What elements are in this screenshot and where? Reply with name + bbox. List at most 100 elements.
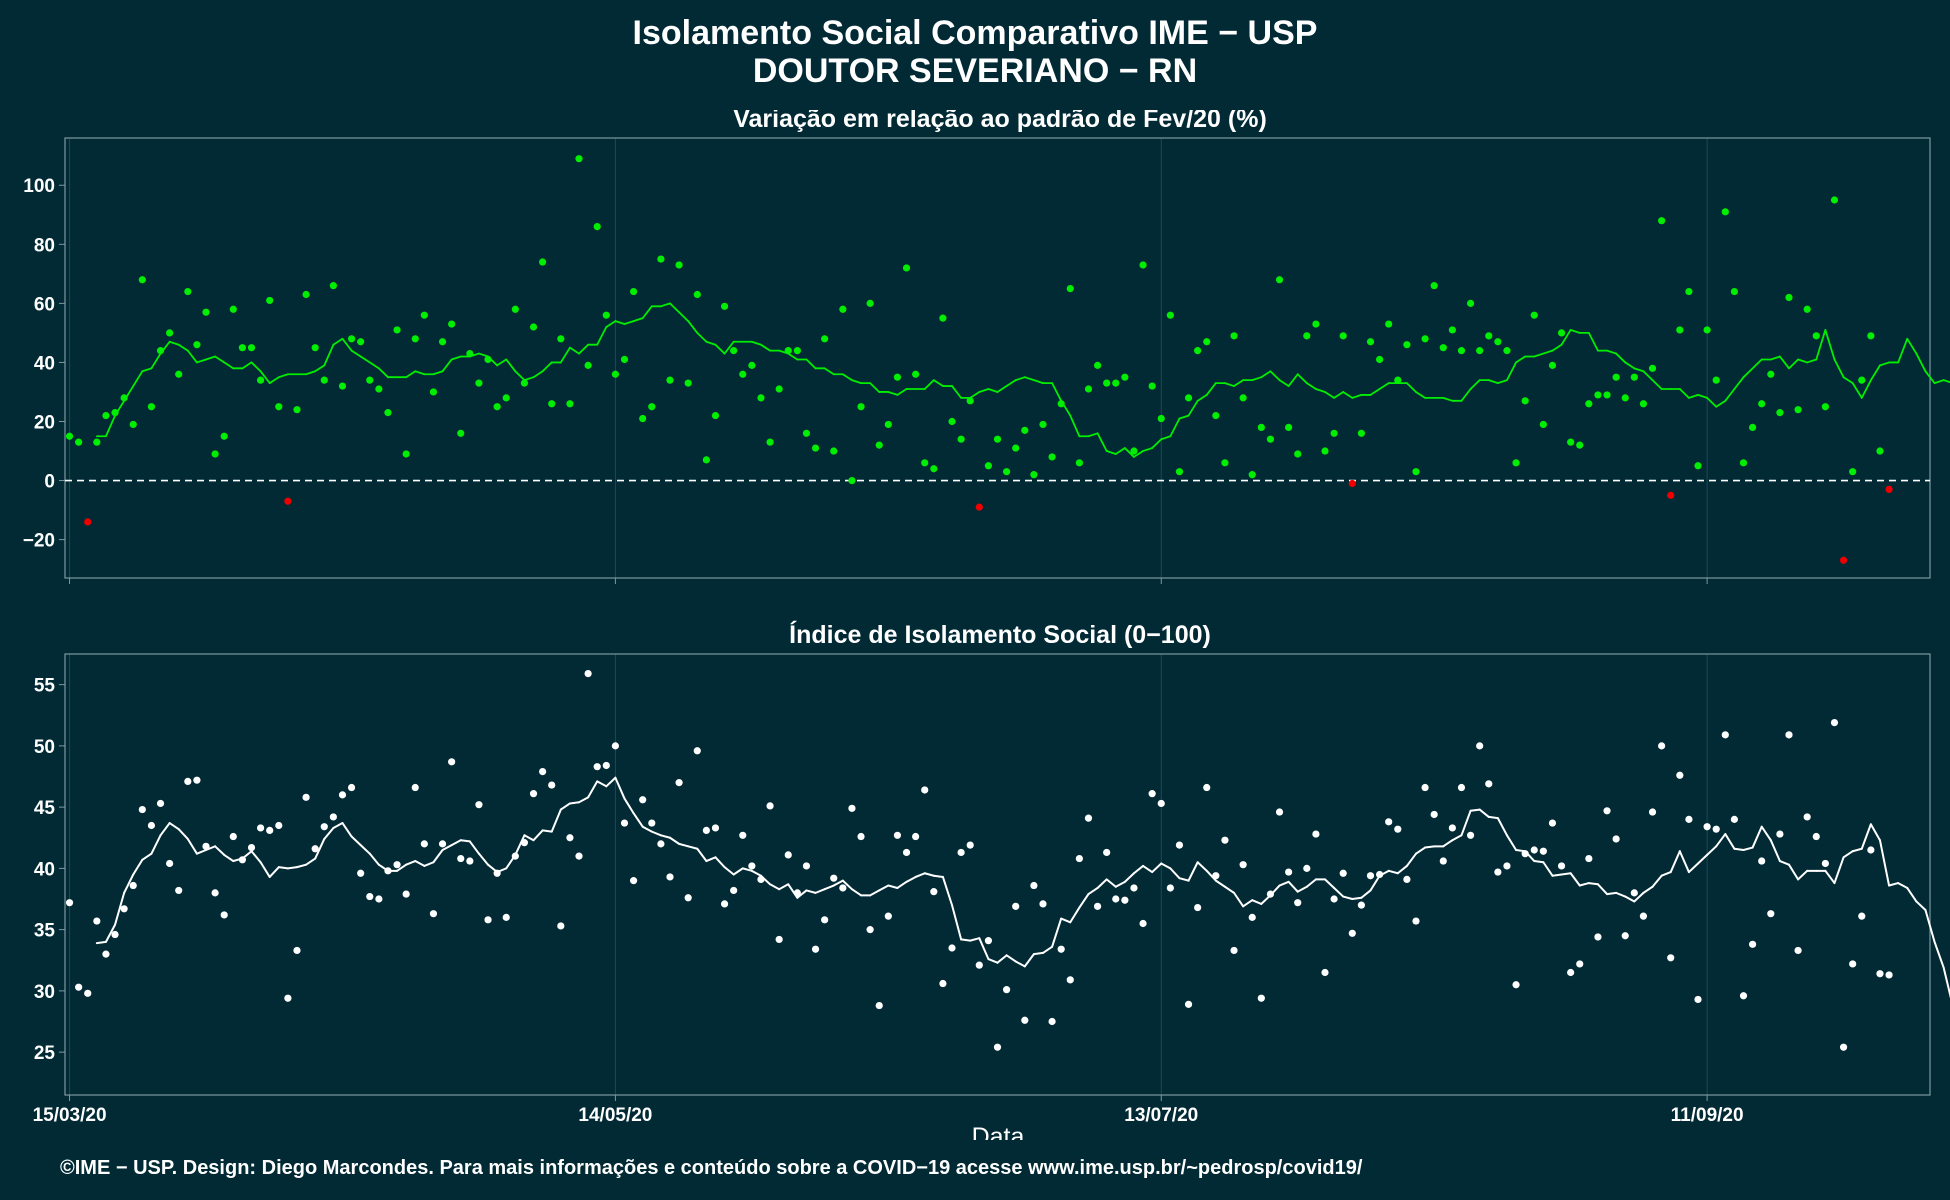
data-point bbox=[821, 916, 829, 924]
data-point bbox=[457, 854, 465, 863]
moving-average-segment bbox=[1797, 869, 1809, 881]
moving-average-segment bbox=[1915, 900, 1927, 912]
data-point bbox=[402, 450, 410, 458]
moving-average-segment bbox=[332, 337, 344, 346]
moving-average-segment bbox=[1451, 834, 1463, 842]
moving-average-segment bbox=[805, 358, 817, 370]
moving-average-segment bbox=[277, 373, 289, 379]
moving-average-segment bbox=[1233, 891, 1245, 908]
data-point bbox=[811, 945, 820, 953]
moving-average-segment bbox=[114, 891, 126, 926]
moving-average-segment bbox=[550, 808, 562, 833]
y-tick-label: 20 bbox=[34, 412, 55, 433]
data-point bbox=[393, 861, 401, 869]
data-point bbox=[1639, 912, 1648, 920]
data-point bbox=[1858, 912, 1866, 920]
data-point bbox=[720, 900, 729, 908]
data-point bbox=[1758, 400, 1766, 408]
moving-average-segment bbox=[905, 875, 917, 883]
moving-average-segment bbox=[377, 367, 389, 379]
x-tick-label: 11/09/20 bbox=[1671, 588, 1744, 590]
moving-average-segment bbox=[468, 840, 480, 855]
data-point bbox=[948, 944, 956, 952]
data-point bbox=[802, 429, 811, 437]
data-point bbox=[1721, 208, 1729, 216]
data-point bbox=[1476, 742, 1484, 750]
data-point bbox=[502, 913, 510, 921]
data-point bbox=[1230, 946, 1238, 955]
moving-average-segment bbox=[1251, 899, 1263, 905]
data-point bbox=[1721, 731, 1729, 739]
data-point bbox=[657, 255, 665, 263]
data-point bbox=[1130, 447, 1138, 455]
data-point bbox=[912, 832, 920, 841]
moving-average-segment bbox=[1014, 960, 1026, 968]
moving-average-segment bbox=[1114, 880, 1126, 888]
data-point bbox=[302, 793, 310, 801]
data-point bbox=[102, 411, 110, 420]
moving-average-segment bbox=[960, 938, 972, 942]
moving-average-segment bbox=[869, 889, 881, 897]
y-tick-label: 0 bbox=[44, 472, 55, 493]
moving-average-segment bbox=[969, 937, 981, 942]
data-point bbox=[1530, 311, 1538, 319]
isolation-index-panel: Índice de Isolamento Social (0−100) 25 30 3… bbox=[33, 620, 1950, 1140]
moving-average-segment bbox=[95, 940, 107, 945]
data-point bbox=[1658, 742, 1666, 750]
moving-average-segment bbox=[1233, 379, 1245, 387]
moving-average-segment bbox=[851, 379, 862, 385]
moving-average-segment bbox=[1542, 861, 1554, 877]
moving-average-segment bbox=[623, 797, 635, 815]
data-point bbox=[1667, 491, 1675, 499]
data-point bbox=[1093, 902, 1102, 910]
data-point bbox=[1075, 459, 1083, 467]
moving-average-segment bbox=[1697, 853, 1709, 865]
data-point bbox=[438, 338, 447, 346]
moving-average-segment bbox=[350, 835, 362, 847]
moving-average-segment bbox=[350, 349, 362, 358]
data-point bbox=[475, 379, 483, 387]
moving-average-segment bbox=[841, 879, 853, 891]
data-point bbox=[984, 462, 993, 470]
data-point bbox=[1112, 379, 1120, 387]
moving-average-segment bbox=[477, 852, 490, 866]
data-point bbox=[320, 376, 328, 384]
data-point bbox=[247, 843, 256, 852]
data-point bbox=[1093, 361, 1102, 369]
data-point bbox=[1357, 901, 1366, 909]
moving-average-segment bbox=[1533, 860, 1545, 864]
data-point bbox=[266, 826, 274, 834]
moving-average-segment bbox=[1724, 388, 1736, 402]
moving-average-segment bbox=[569, 346, 580, 355]
x-tick-label: 15/03/20 bbox=[33, 588, 107, 590]
data-point bbox=[420, 840, 428, 848]
data-point bbox=[1448, 326, 1456, 334]
data-point bbox=[284, 497, 292, 505]
data-point bbox=[966, 397, 974, 405]
moving-average-segment bbox=[1860, 823, 1872, 850]
moving-average-segment bbox=[359, 355, 371, 364]
moving-average-segment bbox=[105, 414, 116, 438]
moving-average-segment bbox=[123, 873, 135, 894]
moving-average-segment bbox=[714, 343, 726, 355]
data-point bbox=[1012, 902, 1020, 910]
moving-average-segment bbox=[1933, 379, 1945, 385]
data-point bbox=[748, 862, 756, 870]
y-tick-label: 40 bbox=[34, 859, 55, 880]
data-point bbox=[1830, 196, 1839, 204]
data-point bbox=[357, 869, 365, 877]
data-point bbox=[1002, 468, 1011, 476]
moving-average-segment bbox=[314, 837, 326, 860]
moving-average-segment bbox=[896, 880, 908, 889]
moving-average-segment bbox=[696, 847, 708, 863]
moving-average-segment bbox=[1842, 376, 1854, 385]
data-point bbox=[1394, 376, 1402, 384]
moving-average-segment bbox=[1833, 358, 1845, 379]
moving-average-segment bbox=[141, 367, 153, 373]
moving-average-segment bbox=[632, 317, 644, 322]
data-point bbox=[1294, 899, 1302, 907]
moving-average-segment bbox=[323, 826, 335, 840]
data-point bbox=[184, 777, 192, 785]
data-point bbox=[1694, 462, 1702, 470]
moving-average-segment bbox=[1897, 882, 1909, 889]
